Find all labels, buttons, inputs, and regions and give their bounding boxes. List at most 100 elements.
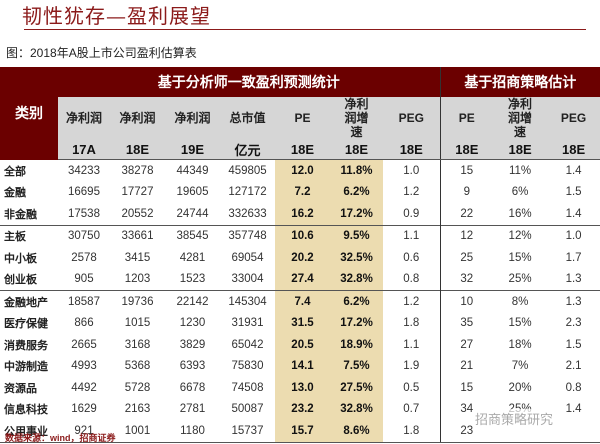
table-cell: 25% (508, 273, 532, 286)
table-cell: 3829 (179, 338, 206, 351)
column-header: 净利润 (110, 97, 165, 139)
table-cell: 69054 (231, 251, 264, 264)
table-cell: 0.9 (403, 207, 420, 220)
table-cell: 8% (493, 290, 548, 313)
table-row: 金融 16695 17727 19605 127172 7.2 6.2% 1.2 9 6% 1.5 (0, 181, 600, 203)
table-cell: 18.9% (330, 334, 383, 356)
table-cell: 75830 (231, 360, 264, 373)
column-header: 净利润增速 (330, 97, 383, 139)
table-cell (547, 420, 600, 443)
table-row: 医疗保健 866 1015 1230 31931 31.5 17.2% 1.8 35 15% 2.3 (0, 312, 600, 334)
table-row: 资源品 4492 5728 6678 74508 13.0 27.5% 0.5 15 20% 0.8 (0, 377, 600, 399)
row-label: 主板 (0, 224, 58, 247)
column-unit: 亿元 (220, 139, 275, 160)
table-cell: 0.5 (403, 381, 420, 394)
table-cell: 1.5 (565, 338, 582, 351)
table-cell: 0.8 (403, 273, 420, 286)
table-cell: 13.0 (275, 377, 330, 399)
table-cell: 1.1 (383, 224, 441, 247)
table-cell: 1.7 (565, 251, 582, 264)
column-unit: 17A (58, 139, 110, 160)
table-cell: 20% (508, 381, 532, 394)
table-cell: 5728 (124, 381, 151, 394)
table-cell: 2781 (179, 403, 206, 416)
table-cell: 32.8% (330, 268, 383, 291)
row-label: 金融 (4, 186, 26, 200)
table-cell: 17.2% (330, 203, 383, 225)
table-cell: 15 (439, 159, 494, 182)
table-cell: 1.2 (383, 290, 441, 313)
title-divider (24, 29, 586, 30)
table-cell: 16% (508, 207, 532, 220)
table-cell: 30750 (58, 224, 110, 247)
table-cell: 32.8% (330, 398, 383, 420)
column-unit: 18E (439, 139, 494, 160)
table-cell: 50087 (231, 403, 264, 416)
table-cell: 1523 (179, 273, 206, 286)
table-cell: 1.0 (403, 164, 420, 177)
table-cell: 20552 (121, 207, 154, 220)
table-cell: 1180 (165, 420, 220, 443)
table-cell: 1015 (124, 317, 151, 330)
column-unit: 18E (547, 139, 600, 160)
table-cell: 6.2% (330, 181, 383, 203)
row-label: 非金融 (4, 207, 37, 221)
table-cell: 15.7 (275, 420, 330, 443)
earnings-table: 类别 基于分析师一致盈利预测统计 基于招商策略估计 净利润 净利润 净利润 总市值 PE… (0, 67, 600, 443)
table-row: 信息科技1629216327815008723.232.8%0.73425%1.… (0, 398, 600, 420)
column-unit: 18E (275, 139, 330, 160)
table-cell: 19605 (176, 186, 209, 199)
table-cell: 38545 (165, 224, 220, 247)
table-row: 中游制造 4993 5368 6393 75830 14.1 7.5% 1.9 21 7% 2.1 (0, 355, 600, 377)
table-cell: 15% (508, 317, 532, 330)
column-header: 净利润 (58, 97, 110, 139)
table-cell: 27 (439, 334, 494, 356)
column-header: PE (275, 97, 330, 139)
table-cell: 20.2 (275, 247, 330, 269)
column-unit: 18E (110, 139, 165, 160)
table-cell: 15% (508, 251, 532, 264)
column-header: PE (439, 97, 494, 139)
table-cell: 1.8 (403, 317, 420, 330)
table-cell: 31931 (231, 317, 264, 330)
column-header: 总市值 (220, 97, 275, 139)
cmsc-estimate-header: 基于招商策略估计 (439, 67, 600, 97)
row-label: 中游制造 (4, 360, 48, 374)
table-cell: 1.4 (565, 164, 582, 177)
row-label: 创业板 (4, 273, 37, 287)
column-header: 净利润增速 (493, 97, 548, 139)
table-cell: 1.4 (565, 403, 582, 416)
table-cell: 4281 (179, 251, 206, 264)
table-cell: 16695 (68, 186, 100, 199)
table-cell: 7.4 (275, 290, 330, 313)
row-label: 公用事业 (0, 420, 58, 443)
watermark: 招商策略研究 (475, 409, 554, 428)
column-header: 净利润 (165, 97, 220, 139)
table-cell: 8.6% (330, 420, 383, 443)
table-cell: 35 (439, 312, 494, 334)
table-row: 全部 34233 38278 44349 459805 12.0 11.8% 1.0 15 11%… (0, 159, 600, 182)
table-cell: 24744 (176, 207, 209, 220)
table-cell: 21 (439, 355, 494, 377)
table-cell: 127172 (228, 186, 267, 199)
table-cell: 145304 (220, 290, 275, 313)
table-cell: 32 (439, 268, 494, 291)
table-cell: 6% (511, 186, 529, 199)
table-cell: 2.1 (565, 360, 582, 373)
table-cell: 1.9 (403, 360, 420, 373)
table-cell: 7.2 (275, 181, 330, 203)
table-cell: 6393 (179, 360, 206, 373)
table-cell: 2163 (124, 403, 151, 416)
table-cell: 17727 (121, 186, 154, 199)
table-cell: 921 (58, 420, 110, 443)
table-cell: 1.3 (547, 290, 600, 313)
table-cell: 1.8 (383, 420, 441, 443)
table-cell: 1001 (110, 420, 165, 443)
table-cell: 5368 (124, 360, 151, 373)
table-cell: 1230 (179, 317, 206, 330)
table-cell: 17538 (68, 207, 100, 220)
table-cell: 17.2% (330, 312, 383, 334)
table-cell: 9 (439, 181, 494, 203)
table-cell: 12 (439, 224, 494, 247)
table-cell: 3415 (124, 251, 151, 264)
